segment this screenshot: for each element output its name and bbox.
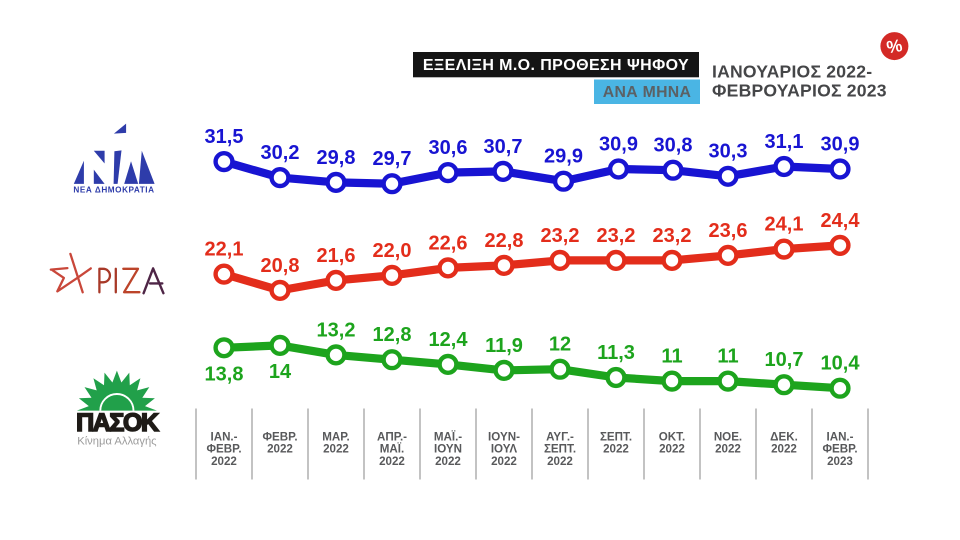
svg-text:10,7: 10,7	[765, 349, 804, 371]
svg-text:2022: 2022	[435, 455, 461, 468]
svg-text:30,6: 30,6	[429, 137, 468, 159]
svg-text:22,8: 22,8	[485, 230, 524, 252]
svg-text:29,7: 29,7	[373, 148, 412, 170]
svg-text:11,9: 11,9	[485, 335, 523, 357]
svg-text:2022: 2022	[715, 443, 741, 456]
svg-text:2022: 2022	[491, 455, 517, 468]
svg-text:ΝΟΕ.: ΝΟΕ.	[714, 431, 742, 444]
svg-text:24,1: 24,1	[765, 214, 804, 236]
svg-text:ΑΝΑ ΜΗΝΑ: ΑΝΑ ΜΗΝΑ	[603, 84, 691, 101]
svg-text:24,4: 24,4	[821, 210, 861, 232]
svg-text:14: 14	[269, 361, 292, 383]
svg-text:30,7: 30,7	[484, 136, 523, 158]
svg-text:21,6: 21,6	[317, 245, 356, 267]
svg-text:ΜΑΪ.: ΜΑΪ.	[380, 443, 404, 456]
svg-text:2022: 2022	[659, 443, 685, 456]
svg-text:ΙΟΥΛ: ΙΟΥΛ	[491, 443, 518, 456]
svg-text:30,9: 30,9	[599, 133, 638, 155]
svg-text:12: 12	[549, 334, 571, 356]
svg-text:13,8: 13,8	[205, 363, 244, 385]
svg-text:12,4: 12,4	[429, 329, 469, 351]
svg-text:ΙΟΥΝ: ΙΟΥΝ	[434, 443, 462, 456]
svg-text:30,3: 30,3	[709, 141, 748, 163]
svg-text:ΜΑΡ.: ΜΑΡ.	[322, 431, 350, 444]
svg-text:ΣΕΠΤ.: ΣΕΠΤ.	[544, 443, 576, 456]
svg-text:ΑΥΓ.-: ΑΥΓ.-	[546, 431, 574, 444]
svg-text:23,2: 23,2	[597, 225, 636, 247]
svg-text:2022: 2022	[771, 443, 797, 456]
svg-text:10,4: 10,4	[821, 353, 861, 375]
svg-text:22,0: 22,0	[373, 240, 412, 262]
svg-text:ΙΟΥΝ-: ΙΟΥΝ-	[488, 431, 520, 444]
svg-text:2022: 2022	[547, 455, 573, 468]
svg-text:ΦΕΒΡ.: ΦΕΒΡ.	[206, 443, 241, 456]
svg-text:23,2: 23,2	[541, 225, 580, 247]
svg-text:ΠΑΣΟΚ: ΠΑΣΟΚ	[76, 409, 159, 437]
svg-text:30,2: 30,2	[261, 142, 300, 164]
svg-text:2022: 2022	[379, 455, 405, 468]
svg-text:2022: 2022	[323, 443, 349, 456]
svg-text:2022: 2022	[603, 443, 629, 456]
svg-text:ΦΕΒΡ.: ΦΕΒΡ.	[262, 431, 297, 444]
svg-text:ΦΕΒΡΟΥΑΡΙΟΣ 2023: ΦΕΒΡΟΥΑΡΙΟΣ 2023	[712, 81, 887, 101]
svg-text:22,1: 22,1	[205, 239, 244, 261]
svg-text:2022: 2022	[211, 455, 237, 468]
svg-text:ΝΕΑ ΔΗΜΟΚΡΑΤΙΑ: ΝΕΑ ΔΗΜΟΚΡΑΤΙΑ	[73, 186, 154, 195]
svg-text:ΔΕΚ.: ΔΕΚ.	[770, 431, 798, 444]
svg-text:ΦΕΒΡ.: ΦΕΒΡ.	[822, 443, 857, 456]
svg-text:11: 11	[717, 346, 738, 368]
svg-text:2022: 2022	[267, 443, 293, 456]
svg-text:31,5: 31,5	[205, 126, 244, 148]
svg-text:11,3: 11,3	[597, 342, 635, 364]
svg-text:ΙΑΝ.-: ΙΑΝ.-	[826, 431, 853, 444]
svg-text:ΑΠΡ.-: ΑΠΡ.-	[377, 431, 407, 444]
svg-text:23,2: 23,2	[653, 225, 692, 247]
svg-text:13,2: 13,2	[317, 319, 356, 341]
svg-text:ΕΞΕΛΙΞΗ Μ.Ο. ΠΡΟΘΕΣΗ ΨΗΦΟΥ: ΕΞΕΛΙΞΗ Μ.Ο. ΠΡΟΘΕΣΗ ΨΗΦΟΥ	[423, 57, 689, 74]
svg-text:ΙΑΝ.-: ΙΑΝ.-	[210, 431, 237, 444]
svg-text:ΟΚΤ.: ΟΚΤ.	[659, 431, 685, 444]
svg-text:ΜΑΪ.-: ΜΑΪ.-	[434, 431, 462, 444]
svg-text:Κίνημα Αλλαγής: Κίνημα Αλλαγής	[77, 435, 157, 447]
svg-text:2023: 2023	[827, 455, 853, 468]
svg-text:20,8: 20,8	[261, 255, 300, 277]
svg-text:ΣΕΠΤ.: ΣΕΠΤ.	[600, 431, 632, 444]
svg-text:22,6: 22,6	[429, 232, 468, 254]
svg-text:ΙΑΝΟΥΑΡΙΟΣ 2022-: ΙΑΝΟΥΑΡΙΟΣ 2022-	[712, 62, 872, 82]
svg-text:31,1: 31,1	[765, 131, 804, 153]
svg-text:30,8: 30,8	[654, 135, 693, 157]
svg-text:30,9: 30,9	[821, 133, 860, 155]
svg-text:29,8: 29,8	[317, 147, 356, 169]
svg-text:11: 11	[661, 346, 682, 368]
svg-text:29,9: 29,9	[544, 146, 583, 168]
svg-text:12,8: 12,8	[373, 324, 412, 346]
svg-text:23,6: 23,6	[709, 220, 748, 242]
svg-text:%: %	[885, 35, 904, 57]
